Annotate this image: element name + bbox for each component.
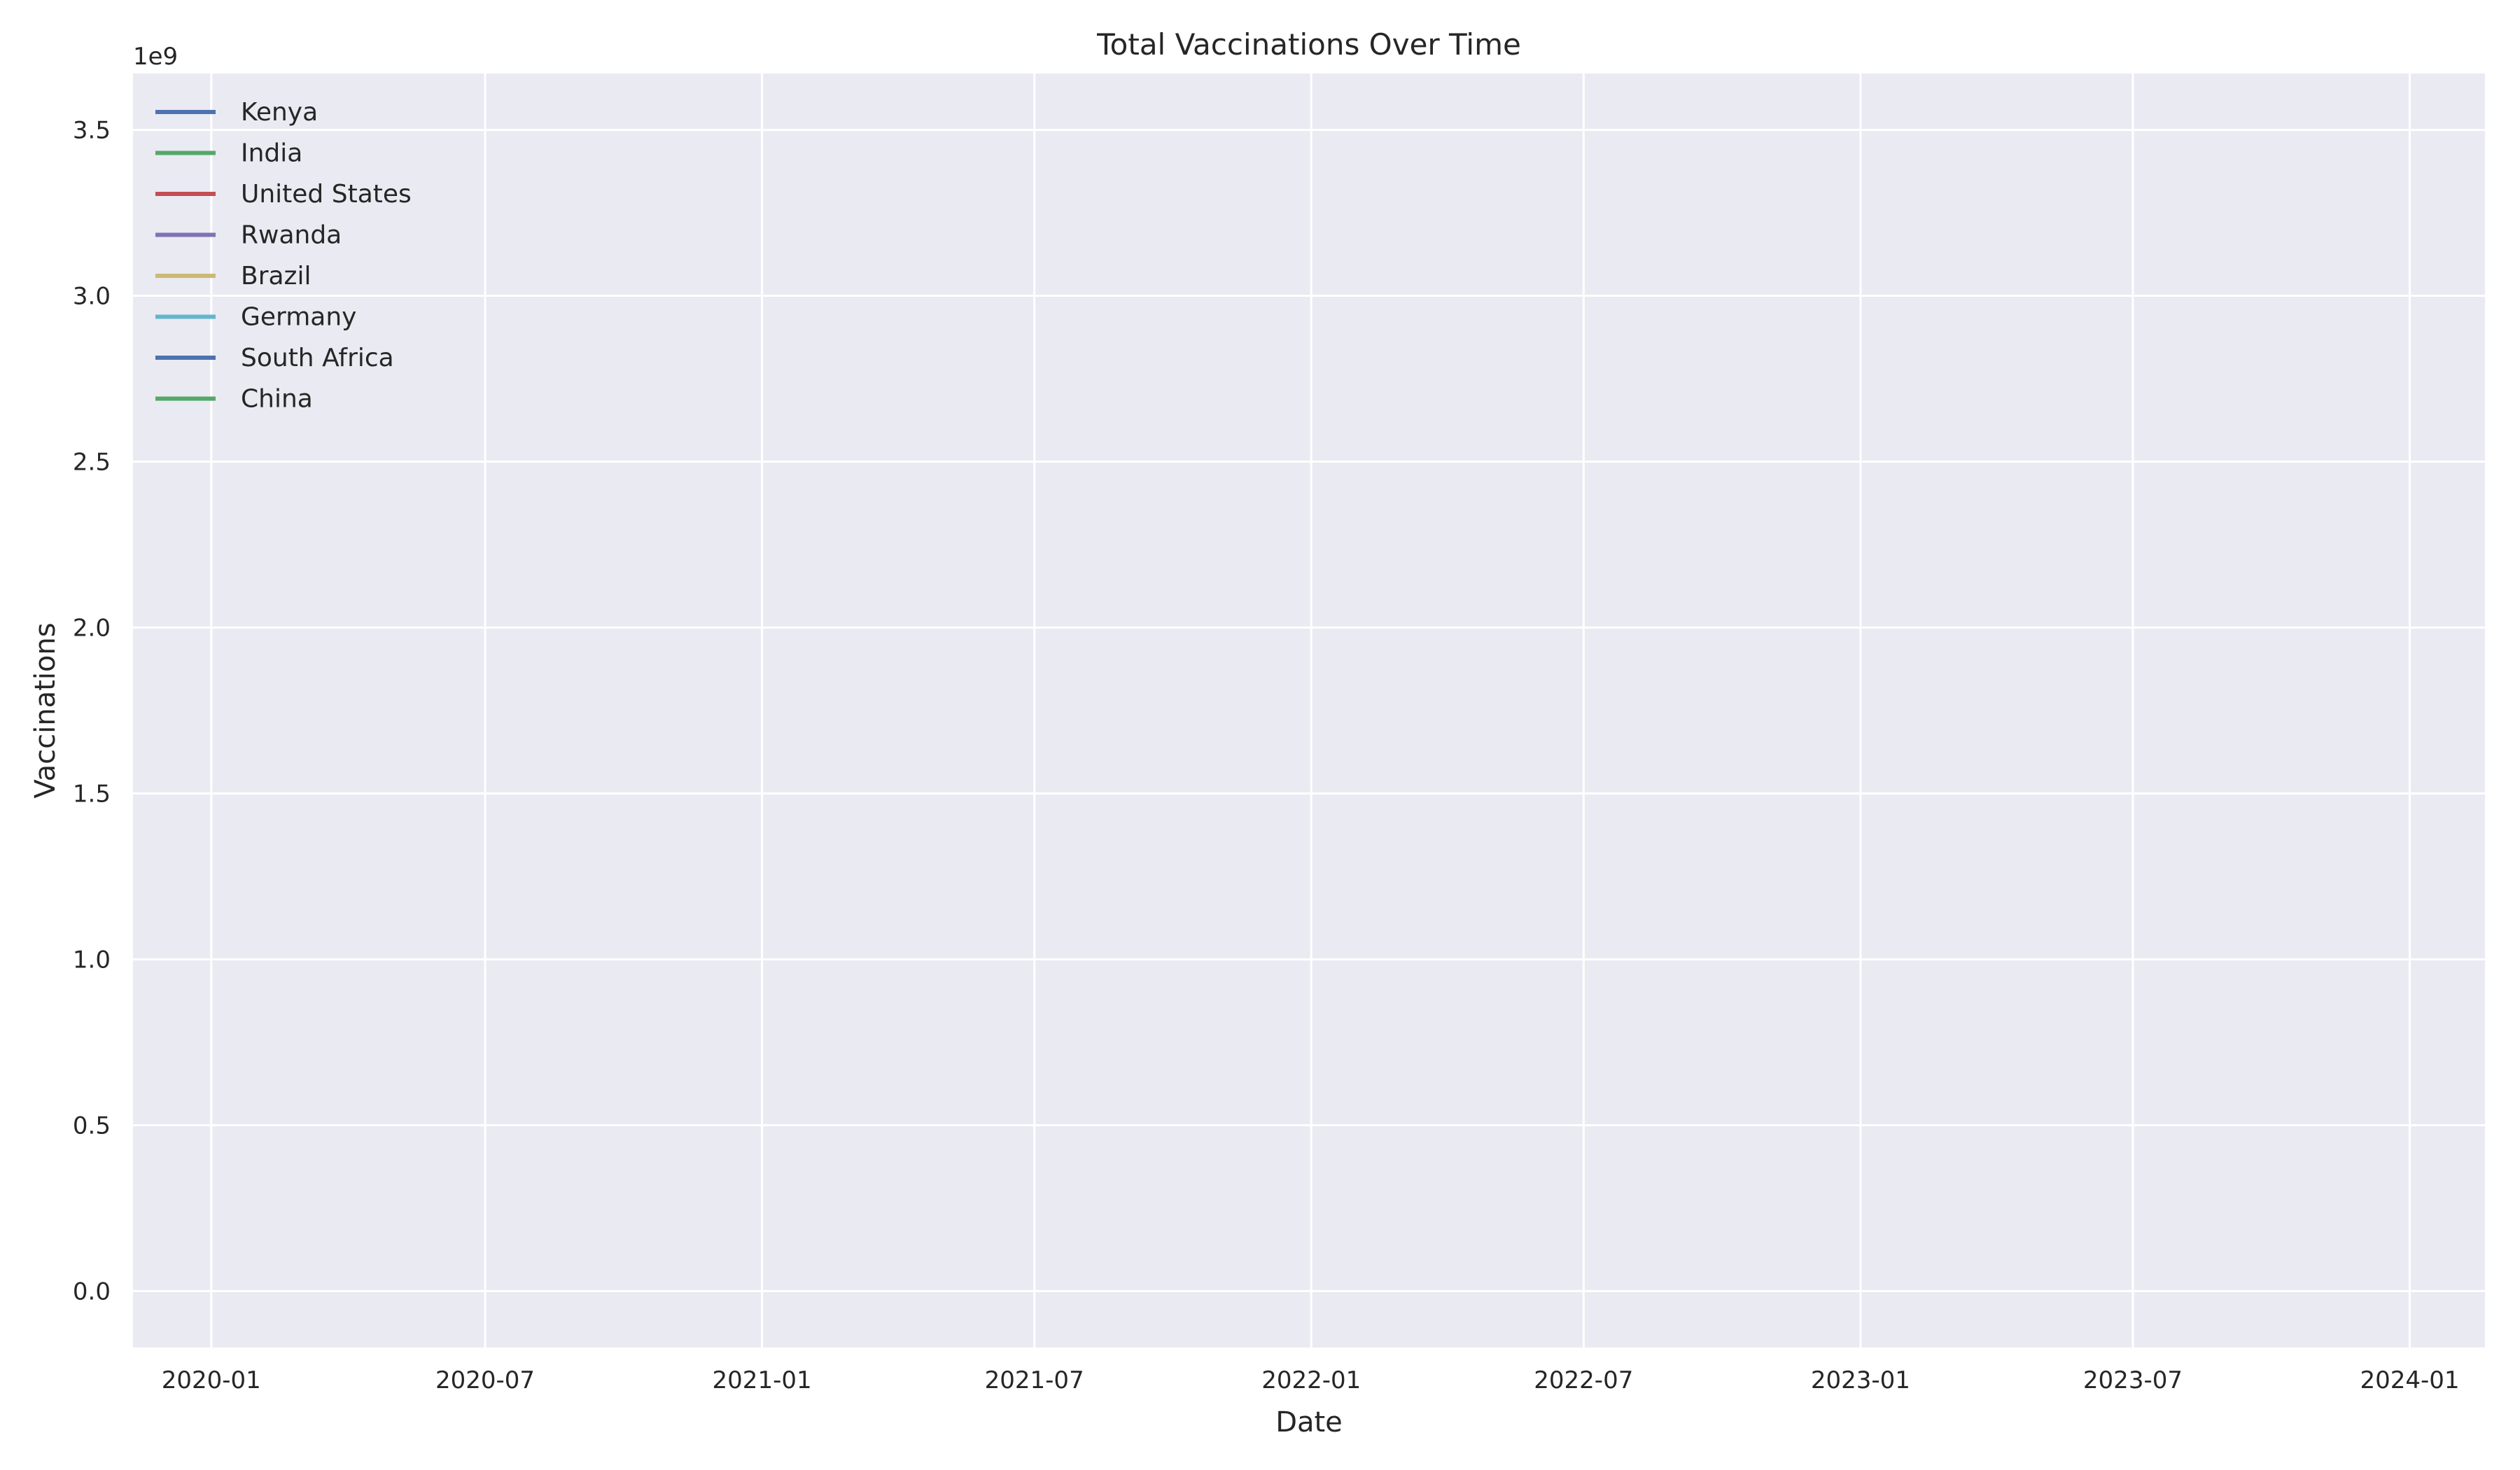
y-axis-title: Vaccinations [29,622,62,798]
x-tick-label-8: 2024-01 [2360,1366,2459,1394]
y-tick-label-4: 2.0 [73,615,111,643]
x-tick-label-0: 2020-01 [162,1366,261,1394]
legend-label-6: South Africa [241,344,394,372]
y-tick-label-6: 3.0 [73,283,111,311]
x-tick-label-6: 2023-01 [1811,1366,1910,1394]
x-tick-label-5: 2022-07 [1534,1366,1633,1394]
y-tick-label-2: 1.0 [73,946,111,974]
x-tick-label-7: 2023-07 [2083,1366,2183,1394]
x-tick-label-3: 2021-07 [985,1366,1084,1394]
legend-label-7: China [241,385,313,414]
legend: Kenya India United States Rwanda Brazil Germa… [155,98,412,414]
legend-label-3: Rwanda [241,221,342,250]
y-axis-offset-label: 1e9 [133,43,178,71]
x-tick-label-2: 2021-01 [713,1366,812,1394]
legend-label-4: Brazil [241,262,311,290]
chart-title: Total Vaccinations Over Time [1096,27,1521,62]
x-axis-title: Date [1275,1406,1343,1438]
x-tick-label-1: 2020-07 [435,1366,535,1394]
legend-label-2: United States [241,180,412,209]
tick-labels: 2020-01 2020-07 2021-01 2021-07 2022-01 2022-… [73,117,2460,1394]
legend-label-5: Germany [241,303,356,332]
x-tick-label-4: 2022-01 [1261,1366,1361,1394]
y-tick-label-7: 3.5 [73,117,111,145]
plot-background [133,74,2485,1348]
legend-label-1: India [241,139,302,168]
y-tick-label-1: 0.5 [73,1112,111,1140]
y-tick-label-3: 1.5 [73,780,111,808]
grid-lines [133,74,2485,1348]
y-tick-label-0: 0.0 [73,1278,111,1306]
legend-label-0: Kenya [241,98,318,127]
y-tick-label-5: 2.5 [73,449,111,477]
